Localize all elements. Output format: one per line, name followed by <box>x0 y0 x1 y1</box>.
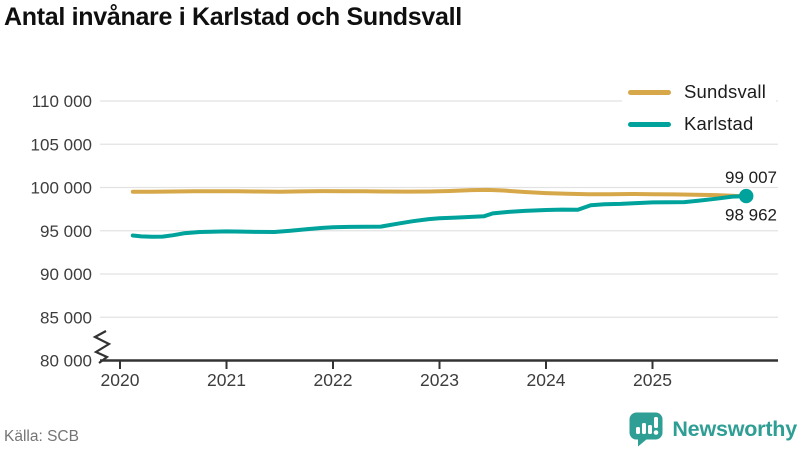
series-line-sundsvall <box>130 187 749 199</box>
end-value-label-sundsvall: 98 962 <box>725 205 777 224</box>
x-tick-label: 2025 <box>633 370 672 390</box>
newsworthy-wordmark: Newsworthy <box>672 416 797 441</box>
legend-label-sundsvall: Sundsvall <box>683 81 766 102</box>
y-tick-label: 90 000 <box>40 265 92 284</box>
legend-swatch-sundsvall-line <box>627 89 671 95</box>
legend-item-karlstad: Karlstad <box>621 108 764 140</box>
legend-swatch-karlstad-line <box>627 121 671 127</box>
y-tick-label: 80 000 <box>40 352 92 371</box>
legend: Sundsvall Karlstad <box>621 76 776 140</box>
chart-title: Antal invånare i Karlstad och Sundsvall <box>4 3 462 31</box>
y-tick-label: 95 000 <box>40 222 92 241</box>
legend-item-sundsvall: Sundsvall <box>621 76 776 108</box>
x-tick-label: 2021 <box>207 370 246 390</box>
y-tick-label: 105 000 <box>31 135 92 154</box>
x-tick-label: 2024 <box>527 370 566 390</box>
legend-label-karlstad: Karlstad <box>683 113 754 134</box>
axis-break-icon <box>92 330 112 364</box>
x-tick-label: 2020 <box>101 370 140 390</box>
newsworthy-speech-bubble-barchart-icon <box>629 412 663 447</box>
newsworthy-logo: Newsworthy <box>628 411 797 447</box>
end-point-dot <box>739 188 754 204</box>
x-tick-label: 2022 <box>314 370 353 390</box>
y-tick-label: 100 000 <box>31 179 92 198</box>
series-line-karlstad <box>130 194 749 239</box>
source-credit: Källa: SCB <box>4 428 79 445</box>
y-tick-label: 85 000 <box>40 308 92 327</box>
y-tick-label: 110 000 <box>32 92 92 111</box>
x-tick-label: 2023 <box>420 370 459 390</box>
end-value-label-karlstad: 99 007 <box>725 168 777 187</box>
